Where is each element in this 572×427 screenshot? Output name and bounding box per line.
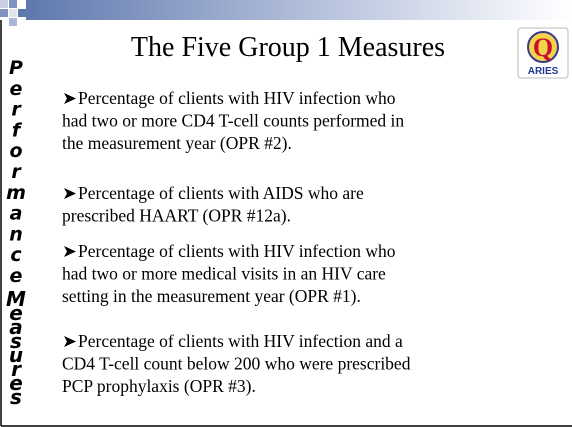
side-letter: r	[11, 357, 22, 381]
side-letter: r	[11, 99, 22, 121]
side-letter: e	[9, 371, 23, 395]
side-letter: m	[6, 182, 26, 204]
side-letter: r	[11, 161, 22, 183]
bullet-line: Percentage of clients with HIV infection…	[78, 241, 396, 261]
side-letter: a	[10, 203, 23, 225]
bullet-line: Percentage of clients with HIV infection…	[78, 331, 403, 351]
bullet-line: Percentage of clients with AIDS who are	[78, 183, 364, 203]
bullet-list: Percentage of clients with HIV infection…	[62, 88, 411, 396]
side-letter: s	[10, 385, 22, 409]
bullet-line: had two or more CD4 T-cell counts perfor…	[62, 111, 404, 131]
side-letter: e	[10, 78, 23, 100]
side-letter: u	[9, 343, 23, 367]
top-bar	[26, 0, 572, 20]
side-letter: e	[10, 265, 23, 287]
side-letter: a	[9, 315, 23, 339]
bullet-line: setting in the measurement year (OPR #1)…	[62, 286, 361, 306]
bullet-arrow	[64, 246, 76, 257]
logo-letter: Q	[533, 33, 553, 62]
slide-title: The Five Group 1 Measures	[131, 32, 445, 63]
corner-squares	[0, 0, 26, 26]
bullet-line: CD4 T-cell count below 200 who were pres…	[62, 354, 411, 374]
bullet-arrow	[64, 93, 76, 104]
side-letter: M	[6, 287, 26, 311]
logo: Q ARIES	[517, 27, 569, 79]
side-letter: n	[9, 223, 23, 245]
bullet-arrow	[64, 188, 76, 199]
side-letter: P	[9, 57, 23, 79]
side-letter: s	[10, 329, 22, 353]
bullet-line: the measurement year (OPR #2).	[62, 133, 292, 153]
side-letter: f	[12, 119, 23, 141]
side-letter: e	[9, 301, 23, 325]
bullet-line: Percentage of clients with HIV infection…	[78, 88, 396, 108]
side-letter: o	[9, 140, 22, 162]
logo-caption: ARIES	[528, 66, 559, 77]
bullet-line: PCP prophylaxis (OPR #3).	[62, 376, 256, 396]
logo-ring	[527, 31, 559, 63]
side-letter: c	[10, 244, 22, 266]
bullet-arrow	[64, 336, 76, 347]
bullet-line: prescribed HAART (OPR #12a).	[62, 206, 291, 226]
bullet-line: had two or more medical visits in an HIV…	[62, 264, 386, 284]
